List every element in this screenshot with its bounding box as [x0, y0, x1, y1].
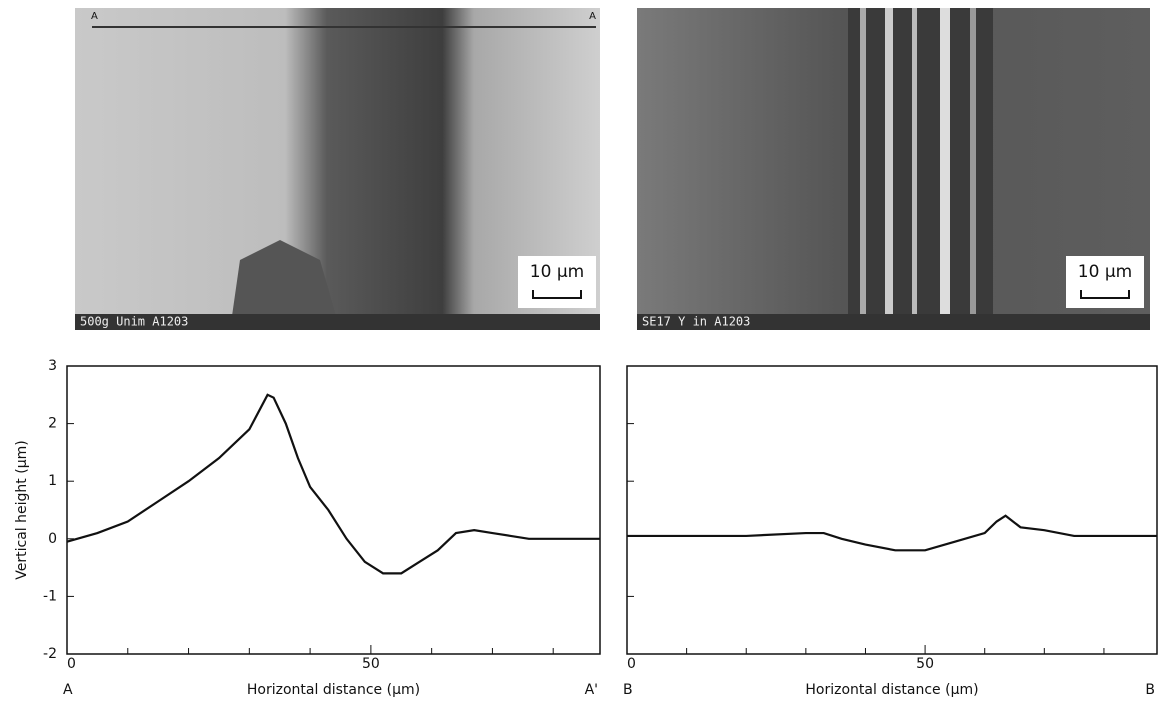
y-tick-label: 0 [48, 531, 57, 547]
x-tick-label: 0 [67, 656, 76, 672]
x-tick-label: 50 [916, 656, 934, 672]
y-tick-label: 1 [48, 473, 57, 489]
y-axis-label: Vertical height (µm) [14, 440, 30, 579]
plot-frame [66, 365, 601, 655]
x-axis-label: Horizontal distance (µm) [805, 682, 978, 698]
micrograph-left: A A 500g Unim A1203 10 µm [75, 8, 600, 330]
y-tick-label: 3 [48, 358, 57, 374]
y-tick-label: -1 [43, 588, 57, 604]
plot-frame [626, 365, 1158, 655]
caption: 500g Unim A1203 [80, 315, 188, 329]
x-axis-label: Horizontal distance (µm) [247, 682, 420, 698]
marker: A [91, 11, 98, 22]
x-tick-label: 50 [362, 656, 380, 672]
y-tick-label: 2 [48, 416, 57, 432]
micrograph-right: SE17 Y in A1203 10 µm [637, 8, 1150, 330]
profile-line [66, 393, 600, 575]
scale-bar-label: 10 µm [530, 262, 584, 282]
marker: A [589, 11, 596, 22]
caption: SE17 Y in A1203 [642, 315, 750, 329]
scale-bar-label: 10 µm [1078, 262, 1132, 282]
profile-line [627, 514, 1157, 552]
x-tick-label: 0 [627, 656, 636, 672]
y-tick-label: -2 [43, 646, 57, 662]
end-label: B [623, 682, 633, 698]
end-label: A' [585, 682, 598, 698]
end-label: A [63, 682, 73, 698]
end-label: B [1145, 682, 1155, 698]
